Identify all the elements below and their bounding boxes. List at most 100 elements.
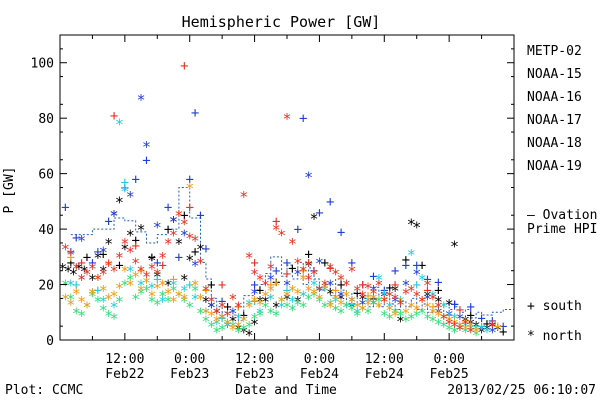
noaa-17-north-point: * (72, 304, 81, 322)
noaa-16-north-point: * (201, 304, 210, 322)
noaa-17-north-point: * (261, 299, 270, 317)
noaa-17-north-point: * (174, 288, 183, 306)
noaa-17-north-point: * (407, 310, 416, 328)
metp-02-south-point: + (402, 253, 410, 269)
noaa-15-south-point: + (477, 311, 485, 327)
noaa-17-north-point: * (250, 310, 259, 328)
noaa-17-north-point: * (299, 299, 308, 317)
plot-timestamp: 2013/02/25 06:10:07 (447, 383, 596, 398)
noaa-17-north-point: * (245, 318, 254, 336)
noaa-15-north-point: * (282, 277, 291, 295)
metp-02-north-point: * (126, 227, 135, 245)
noaa-19-north-point: * (380, 293, 389, 311)
noaa-15-south-point: + (423, 272, 431, 288)
noaa-16-north-point: * (407, 246, 416, 264)
noaa-19-north-point: * (455, 321, 464, 339)
noaa-17-north-point: * (131, 290, 140, 308)
noaa-18-north-point: * (72, 285, 81, 303)
noaa-18-north-point: * (137, 282, 146, 300)
noaa-15-north-point: * (347, 293, 356, 311)
noaa-17-north-point: * (347, 302, 356, 320)
noaa-15-north-point: * (142, 138, 151, 156)
noaa-19-north-point: * (412, 288, 421, 306)
noaa-19-north-point: * (396, 296, 405, 314)
noaa-19-north-point: * (239, 188, 248, 206)
noaa-17-north-point: * (315, 293, 324, 311)
noaa-17-north-point: * (326, 296, 335, 314)
metp-02-south-point: + (499, 325, 507, 341)
noaa-17-north-point: * (169, 282, 178, 300)
noaa-17-north-point: * (396, 307, 405, 325)
noaa-19-north-point: * (385, 288, 394, 306)
y-axis: 0 20 40 60 80 100 (31, 48, 514, 349)
noaa-17-north-point: * (77, 307, 86, 325)
noaa-17-north-point: * (445, 321, 454, 339)
metp-02-north-point: * (255, 293, 264, 311)
noaa-19-north-point: * (218, 299, 227, 317)
noaa-15-south-point: + (142, 153, 150, 169)
noaa-15-south-point: + (467, 300, 475, 316)
data-points-layer: ***** ******** *** ****************** * * ****… (58, 59, 507, 345)
metp-02-north-point: * (69, 265, 78, 283)
noaa-16-north-point: * (137, 277, 146, 295)
noaa-16-north-point: * (66, 277, 75, 295)
noaa-18-north-point: * (201, 304, 210, 322)
metp-02-south-point: + (434, 283, 442, 299)
noaa-18-north-point: * (385, 302, 394, 320)
metp-02-north-point: * (58, 260, 67, 278)
metp-02-north-point: * (434, 293, 443, 311)
metp-02-north-point: * (164, 277, 173, 295)
noaa-18-north-point: * (272, 277, 281, 295)
noaa-15-north-point: * (412, 265, 421, 283)
metp-02-north-point: * (74, 260, 83, 278)
noaa-19-north-point: * (120, 235, 129, 253)
x-tick-time-label: 0:00 (174, 352, 205, 367)
noaa-15-south-point: + (191, 106, 199, 122)
noaa-18-north-point: * (180, 290, 189, 308)
noaa-19-north-point: * (83, 265, 92, 283)
noaa-15-south-point: + (299, 111, 307, 127)
noaa-19-north-point: * (261, 277, 270, 295)
metp-02-south-point: + (369, 291, 377, 307)
metp-02-north-point: * (450, 238, 459, 256)
noaa-18-north-point: * (391, 307, 400, 325)
noaa-16-north-point: * (461, 318, 470, 336)
x-tick-date-label: Feb23 (235, 367, 274, 382)
noaa-16-north-point: * (266, 290, 275, 308)
noaa-19-north-point: * (374, 277, 383, 295)
noaa-19-north-point: * (304, 271, 313, 289)
noaa-15-north-point: * (477, 321, 486, 339)
noaa-19-north-point: * (466, 324, 475, 342)
noaa-15-north-point: * (315, 254, 324, 272)
noaa-15-north-point: * (228, 304, 237, 322)
noaa-18-south-point: + (169, 272, 177, 288)
metp-02-south-point: + (418, 258, 426, 274)
noaa-19-north-point: * (126, 243, 135, 261)
legend-noaa-15: NOAA-15 (527, 67, 582, 82)
metp-02-north-point: * (196, 241, 205, 259)
noaa-15-north-point: * (207, 299, 216, 317)
metp-02-north-point: * (239, 324, 248, 342)
noaa-17-north-point: * (120, 277, 129, 295)
noaa-16-north-point: * (342, 299, 351, 317)
noaa-18-north-point: * (169, 293, 178, 311)
noaa-16-north-point: * (364, 293, 373, 311)
noaa-18-north-point: * (353, 299, 362, 317)
noaa-18-north-point: * (66, 296, 75, 314)
noaa-18-north-point: * (412, 302, 421, 320)
metp-02-south-point: + (337, 278, 345, 294)
noaa-17-north-point: * (104, 307, 113, 325)
metp-02-north-point: * (218, 310, 227, 328)
noaa-17-north-point: * (93, 293, 102, 311)
noaa-18-north-point: * (358, 302, 367, 320)
noaa-19-north-point: * (137, 263, 146, 281)
noaa-18-north-point: * (315, 290, 324, 308)
noaa-18-north-point: * (266, 282, 275, 300)
noaa-16-north-point: * (99, 293, 108, 311)
noaa-16-south-point: + (348, 297, 356, 313)
noaa-18-north-point: * (261, 288, 270, 306)
noaa-18-north-point: * (245, 299, 254, 317)
noaa-18-north-point: * (99, 282, 108, 300)
noaa-16-north-point: * (450, 310, 459, 328)
noaa-18-north-point: * (364, 296, 373, 314)
